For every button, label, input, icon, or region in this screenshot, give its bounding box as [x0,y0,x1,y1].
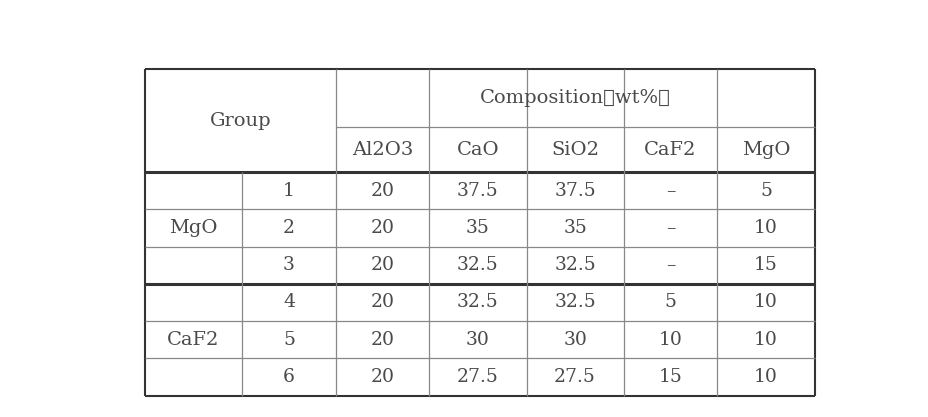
Text: 32.5: 32.5 [554,256,596,274]
Text: 27.5: 27.5 [457,368,498,386]
Text: 10: 10 [754,368,777,386]
Text: 27.5: 27.5 [554,368,596,386]
Text: 10: 10 [658,331,682,349]
Text: CaF2: CaF2 [644,141,696,158]
Text: MgO: MgO [741,141,790,158]
Text: 5: 5 [759,182,771,200]
Text: –: – [665,182,675,200]
Text: 15: 15 [658,368,682,386]
Text: 6: 6 [283,368,294,386]
Text: 10: 10 [754,331,777,349]
Text: 20: 20 [370,219,394,237]
Text: 35: 35 [466,219,489,237]
Text: 5: 5 [283,331,294,349]
Text: –: – [665,256,675,274]
Text: 5: 5 [664,294,676,311]
Text: MgO: MgO [169,219,217,237]
Text: Al2O3: Al2O3 [352,141,413,158]
Text: 20: 20 [370,256,394,274]
Text: Composition（wt%）: Composition（wt%） [479,89,670,107]
Text: 35: 35 [562,219,586,237]
Text: 37.5: 37.5 [554,182,596,200]
Text: 4: 4 [283,294,294,311]
Text: 37.5: 37.5 [457,182,498,200]
Text: 32.5: 32.5 [554,294,596,311]
Text: Group: Group [210,112,271,130]
Text: 10: 10 [754,294,777,311]
Text: 32.5: 32.5 [457,294,498,311]
Text: 20: 20 [370,331,394,349]
Text: 30: 30 [466,331,489,349]
Text: CaF2: CaF2 [167,331,220,349]
Text: 30: 30 [562,331,586,349]
Text: SiO2: SiO2 [550,141,599,158]
Text: 1: 1 [283,182,294,200]
Text: 20: 20 [370,368,394,386]
Text: 3: 3 [283,256,294,274]
Text: 20: 20 [370,294,394,311]
Text: 15: 15 [754,256,777,274]
Text: 32.5: 32.5 [457,256,498,274]
Text: 2: 2 [283,219,294,237]
Text: CaO: CaO [456,141,498,158]
Text: –: – [665,219,675,237]
Text: 20: 20 [370,182,394,200]
Text: 10: 10 [754,219,777,237]
